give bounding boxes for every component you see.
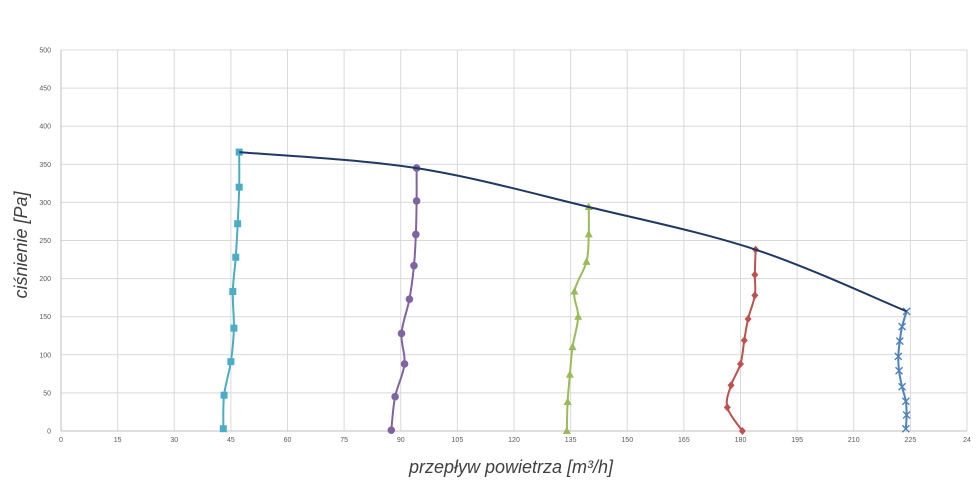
series-3-point-0 [738, 427, 746, 435]
x-tick-label-3: 45 [227, 437, 235, 444]
y-tick-label-2: 100 [39, 352, 51, 359]
series-0-point-1 [220, 391, 228, 399]
series-4-point-5 [894, 352, 903, 361]
series-5-line [239, 151, 907, 313]
series-2-point-5 [570, 287, 579, 295]
y-tick-label-4: 200 [39, 276, 51, 283]
series-0-point-6 [234, 220, 242, 228]
series-2-point-4 [574, 312, 583, 320]
series-4-point-4 [895, 366, 904, 375]
series-1 [387, 164, 421, 435]
series-1-point-0 [387, 426, 396, 435]
grid [60, 49, 968, 432]
series-1-point-7 [412, 197, 421, 205]
series-2 [562, 202, 593, 434]
x-tick-label-5: 75 [340, 437, 348, 444]
x-tick-label-14: 210 [848, 437, 860, 444]
y-tick-label-10: 500 [39, 48, 51, 55]
series-5 [239, 151, 907, 313]
series-3-point-5 [744, 314, 752, 323]
series-4-point-1 [902, 411, 911, 419]
x-tick-label-7: 105 [452, 437, 464, 444]
series-0-point-2 [227, 358, 235, 366]
series-2-point-1 [563, 397, 572, 406]
x-tick-label-1: 15 [114, 437, 122, 444]
tick-labels: 0 15 30 45 60 75 90 105 120 135 150 165 180 195 210 225… [39, 48, 971, 445]
x-tick-label-16: 24 [963, 437, 971, 444]
series-3-point-1 [723, 403, 731, 412]
series-4 [894, 307, 911, 433]
series-3-point-2 [727, 381, 735, 390]
series-4-point-7 [898, 322, 907, 331]
series-0-point-8 [235, 148, 243, 156]
series-0-point-4 [229, 288, 237, 296]
series-1-point-5 [410, 261, 418, 270]
series-1-point-4 [405, 295, 414, 303]
x-tick-label-9: 135 [565, 437, 577, 444]
series-4-point-2 [901, 397, 910, 406]
series-3 [723, 245, 760, 435]
series-2-point-2 [565, 370, 574, 378]
y-tick-label-6: 300 [39, 200, 51, 207]
y-tick-label-5: 250 [39, 238, 51, 245]
series-0-point-7 [235, 183, 243, 191]
x-axis-title: przepływ powietrza [m³/h] [408, 457, 614, 477]
y-tick-label-1: 50 [43, 390, 51, 397]
series-0 [219, 148, 243, 433]
series-3-point-6 [751, 291, 759, 300]
series-3-point-7 [751, 270, 759, 279]
x-tick-label-15: 225 [905, 437, 917, 444]
x-tick-label-8: 120 [508, 437, 520, 444]
y-tick-label-0: 0 [47, 429, 51, 436]
y-tick-label-3: 150 [39, 314, 51, 321]
series-3-point-4 [740, 336, 748, 345]
series [219, 148, 911, 435]
series-0-point-5 [232, 253, 240, 261]
series-1-point-6 [412, 230, 420, 239]
axes [60, 50, 967, 432]
y-tick-label-7: 350 [39, 162, 51, 169]
x-tick-label-12: 180 [735, 437, 747, 444]
x-tick-label-13: 195 [791, 437, 803, 444]
series-1-point-3 [397, 329, 406, 338]
y-tick-label-9: 450 [39, 86, 51, 93]
series-2-point-3 [568, 342, 577, 351]
series-2-point-7 [584, 229, 593, 238]
series-4-point-6 [895, 337, 904, 346]
series-1-point-2 [400, 360, 409, 368]
series-3-point-3 [737, 359, 744, 368]
series-2-point-0 [562, 426, 571, 434]
x-tick-label-0: 0 [59, 437, 63, 444]
y-tick-label-8: 400 [39, 124, 51, 131]
series-0-point-0 [219, 425, 227, 433]
series-4-point-3 [898, 382, 907, 391]
x-tick-label-4: 60 [284, 437, 292, 444]
x-tick-label-10: 150 [621, 437, 633, 444]
series-2-point-6 [582, 257, 591, 265]
series-4-point-0 [901, 424, 910, 433]
x-tick-label-2: 30 [170, 437, 178, 444]
x-tick-label-11: 165 [678, 437, 690, 444]
y-axis-title: ciśnienie [Pa] [11, 190, 31, 298]
x-tick-label-6: 90 [397, 437, 405, 444]
series-0-point-3 [230, 324, 238, 332]
series-1-point-1 [391, 392, 399, 401]
